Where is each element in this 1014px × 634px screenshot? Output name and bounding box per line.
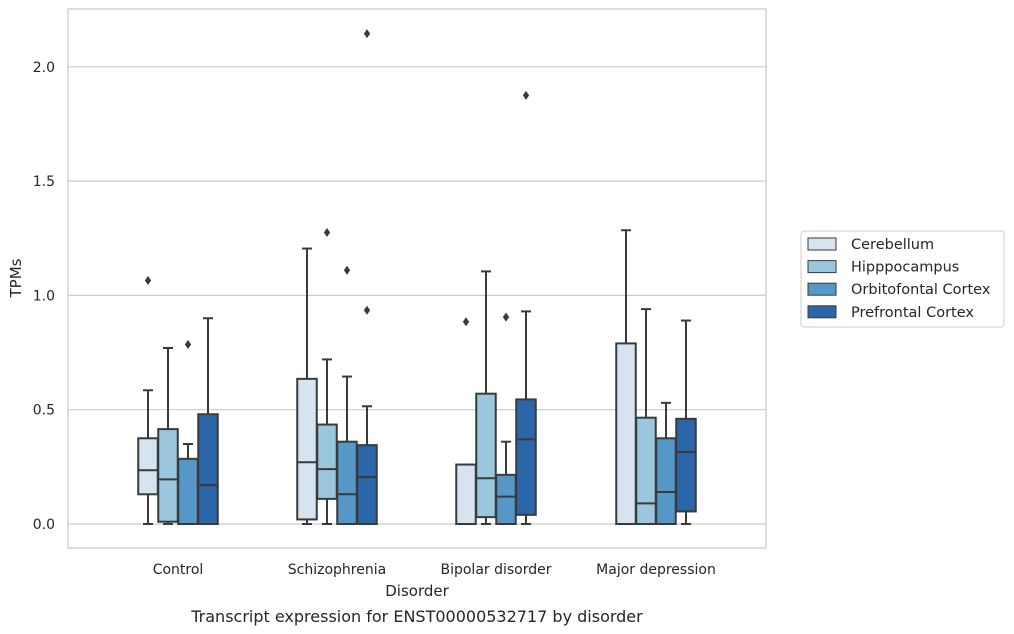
- legend: Cerebellum Hipppocampus Orbitofontal Corte…: [800, 230, 1005, 328]
- legend-label: Hipppocampus: [851, 260, 959, 276]
- outlier-point: [363, 29, 371, 39]
- outlier-point: [502, 312, 510, 322]
- iqr-box: [455, 463, 477, 525]
- box-0-2: [177, 340, 199, 525]
- legend-item: Cerebellum: [807, 237, 934, 253]
- box-2-3: [515, 90, 537, 525]
- iqr-box: [515, 398, 537, 516]
- legend-item: Orbitofontal Cortex: [807, 282, 991, 298]
- iqr-box: [475, 392, 497, 519]
- x-tick-label: Control: [153, 562, 204, 578]
- iqr-box: [296, 377, 318, 521]
- y-tick-label: 0.0: [33, 517, 55, 533]
- outlier-point: [462, 317, 470, 327]
- legend-swatch: [807, 282, 837, 296]
- x-tick-labels: Control Schizophrenia Bipolar disorder Majo…: [153, 562, 716, 578]
- legend-label: Cerebellum: [851, 237, 934, 253]
- box-1-2: [336, 265, 358, 526]
- legend-label: Orbitofontal Cortex: [851, 282, 991, 298]
- x-tick-label: Schizophrenia: [288, 562, 386, 578]
- iqr-box: [316, 423, 338, 500]
- box-2-2: [495, 312, 517, 526]
- box-3-2: [655, 401, 677, 525]
- legend-item: Prefrontal Cortex: [807, 305, 974, 321]
- iqr-box: [356, 444, 378, 525]
- box-2-0: [455, 317, 477, 525]
- y-tick-label: 1.5: [33, 174, 55, 190]
- box-3-1: [635, 308, 657, 525]
- outlier-point: [144, 276, 152, 286]
- box-3-3: [675, 319, 697, 525]
- outlier-point: [343, 265, 351, 275]
- box-0-1: [157, 346, 179, 525]
- iqr-box: [635, 416, 657, 525]
- outlier-point: [184, 340, 192, 350]
- box-1-3: [356, 29, 378, 525]
- iqr-box: [495, 473, 517, 526]
- iqr-box: [336, 440, 358, 526]
- iqr-box: [197, 413, 219, 525]
- outlier-point: [522, 90, 530, 100]
- chart-caption: Transcript expression for ENST0000053271…: [190, 607, 643, 626]
- box-2-1: [475, 270, 497, 525]
- box-0-0: [137, 276, 159, 525]
- iqr-box: [177, 457, 199, 525]
- iqr-box: [675, 417, 697, 513]
- y-axis-label: TPMs: [7, 258, 25, 298]
- y-tick-label: 2.0: [33, 60, 55, 76]
- legend-swatch: [807, 305, 837, 319]
- box-1-0: [296, 247, 318, 525]
- legend-swatch: [807, 237, 837, 251]
- iqr-box: [137, 437, 159, 496]
- y-tick-label: 0.5: [33, 403, 55, 419]
- x-tick-label: Bipolar disorder: [440, 562, 551, 578]
- box-1-1: [316, 228, 338, 525]
- y-tick-labels: 0.0 0.5 1.0 1.5 2.0: [33, 60, 55, 533]
- legend-items: Cerebellum Hipppocampus Orbitofontal Corte…: [807, 237, 991, 321]
- iqr-box: [615, 342, 637, 525]
- plot-frame: [67, 8, 767, 549]
- box-plots: [137, 29, 697, 526]
- legend-frame: [800, 230, 1005, 328]
- x-tick-label: Major depression: [596, 562, 716, 578]
- outlier-point: [323, 228, 331, 238]
- box-3-0: [615, 229, 637, 525]
- outlier-point: [363, 305, 371, 315]
- iqr-box: [157, 428, 179, 523]
- legend-item: Hipppocampus: [807, 260, 959, 276]
- legend-swatch: [807, 260, 837, 274]
- y-tick-label: 1.0: [33, 288, 55, 304]
- box-0-3: [197, 317, 219, 525]
- x-axis-label: Disorder: [385, 582, 449, 600]
- legend-label: Prefrontal Cortex: [851, 305, 974, 321]
- iqr-box: [655, 437, 677, 525]
